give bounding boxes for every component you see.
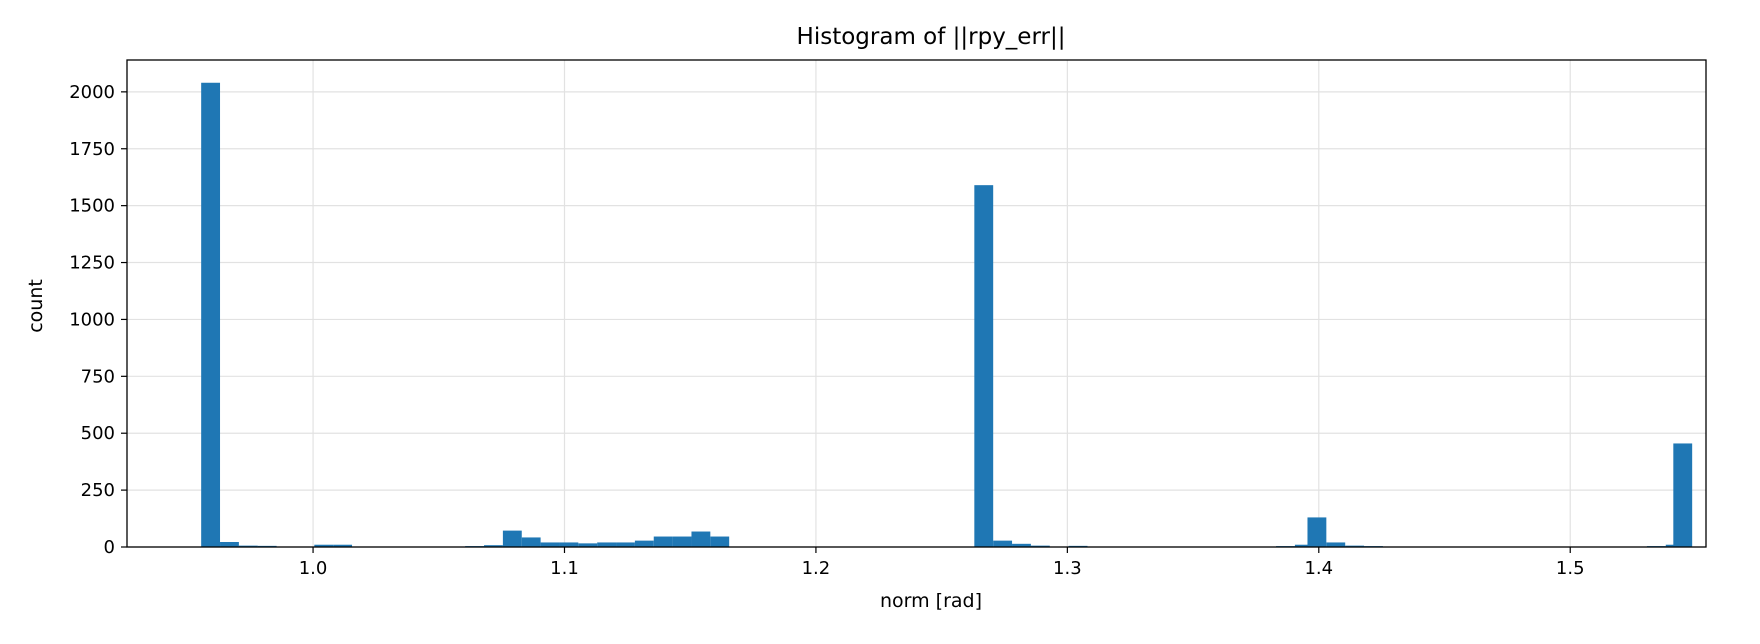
- y-tick-label: 1000: [69, 309, 115, 330]
- plot-area-frame: [126, 59, 1707, 548]
- x-tick-label: 1.0: [299, 558, 328, 579]
- histogram-bar: [333, 544, 353, 547]
- histogram-bar: [484, 545, 503, 547]
- histogram-bar: [238, 545, 258, 547]
- grid-lines: [127, 60, 1706, 548]
- histogram-bar: [597, 542, 617, 547]
- histogram-bar: [634, 540, 654, 547]
- histogram-bars: [201, 82, 1693, 547]
- histogram-bar: [974, 185, 994, 547]
- y-tick-label: 2000: [69, 82, 115, 103]
- histogram-bar: [559, 542, 579, 547]
- histogram-bar: [502, 530, 522, 547]
- histogram-bar: [1030, 545, 1050, 547]
- histogram-bar: [1307, 517, 1327, 547]
- y-axis-ticks: 0 250 500 750 1000 1250 1500 1750 2000: [69, 82, 127, 558]
- histogram-bar: [1294, 544, 1314, 547]
- y-tick-label: 750: [81, 366, 115, 387]
- histogram-bar: [993, 540, 1013, 547]
- y-tick-label: 1250: [69, 253, 115, 274]
- y-axis-label: count: [25, 279, 47, 333]
- x-axis-ticks: 1.0 1.1 1.2 1.3 1.4 1.5: [299, 547, 1585, 579]
- y-tick-label: 1500: [69, 196, 115, 217]
- histogram-bar: [521, 537, 541, 547]
- histogram-bar: [1326, 542, 1346, 547]
- x-axis-label: norm [rad]: [880, 590, 982, 612]
- histogram-bar: [1345, 545, 1365, 547]
- histogram-bar: [616, 542, 635, 547]
- histogram-bar: [578, 543, 598, 547]
- histogram-bar: [220, 541, 239, 547]
- y-tick-label: 500: [81, 423, 115, 444]
- x-tick-label: 1.3: [1053, 558, 1082, 579]
- y-tick-label: 250: [81, 480, 115, 501]
- histogram-bar: [540, 542, 560, 547]
- x-tick-label: 1.1: [550, 558, 579, 579]
- histogram-bar: [201, 82, 221, 547]
- x-tick-label: 1.4: [1304, 558, 1333, 579]
- histogram-bar: [1012, 543, 1031, 547]
- histogram-bar: [1673, 443, 1693, 547]
- y-tick-label: 0: [104, 537, 115, 558]
- histogram-bar: [314, 544, 334, 547]
- histogram-bar: [672, 536, 692, 547]
- x-tick-label: 1.5: [1556, 558, 1585, 579]
- x-tick-label: 1.2: [802, 558, 831, 579]
- histogram-bar: [710, 536, 730, 547]
- y-tick-label: 1750: [69, 139, 115, 160]
- histogram-bar: [691, 531, 711, 547]
- histogram-bar: [653, 536, 673, 547]
- chart-title: Histogram of ||rpy_err||: [797, 24, 1066, 50]
